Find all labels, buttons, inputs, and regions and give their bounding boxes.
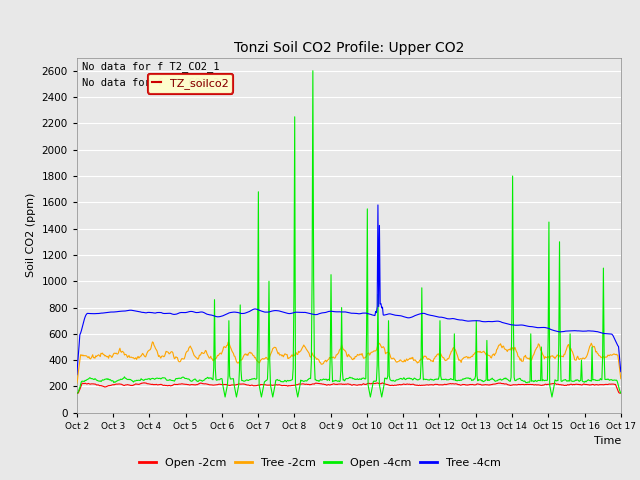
Tree -4cm (139, 310, 147, 315)
Tree -4cm (431, 313, 439, 319)
Tree -2cm (195, 355, 202, 361)
Tree -2cm (83, 353, 90, 359)
Tree -2cm (139, 350, 147, 356)
Y-axis label: Soil CO2 (ppm): Soil CO2 (ppm) (26, 193, 36, 277)
Tree -4cm (374, 202, 382, 208)
Tree -4cm (194, 310, 202, 315)
Line: Open -4cm: Open -4cm (77, 71, 621, 397)
Open -4cm (83, 377, 90, 383)
Tree -2cm (73, 381, 81, 386)
Tree -4cm (73, 372, 81, 378)
Open -2cm (140, 380, 148, 385)
Text: No data for f T2_CO2_1: No data for f T2_CO2_1 (82, 61, 220, 72)
Line: Open -2cm: Open -2cm (77, 383, 621, 393)
Tree -2cm (617, 376, 625, 382)
Open -4cm (309, 68, 317, 73)
Open -4cm (194, 379, 202, 384)
Open -4cm (221, 394, 229, 400)
Legend: TZ_soilco2: TZ_soilco2 (148, 74, 233, 94)
Tree -4cm (416, 311, 424, 317)
Tree -2cm (148, 339, 156, 345)
Open -4cm (417, 376, 424, 382)
Tree -4cm (617, 369, 625, 374)
Open -2cm (431, 382, 439, 387)
Tree -2cm (416, 357, 424, 363)
Tree -4cm (223, 311, 230, 317)
Open -4cm (433, 376, 440, 382)
Open -2cm (617, 390, 625, 396)
Open -4cm (617, 390, 625, 396)
Tree -2cm (223, 343, 231, 348)
Open -2cm (73, 390, 81, 396)
Open -2cm (416, 382, 424, 388)
Open -2cm (223, 382, 231, 388)
Legend: Open -2cm, Tree -2cm, Open -4cm, Tree -4cm: Open -2cm, Tree -2cm, Open -4cm, Tree -4… (135, 453, 505, 472)
Line: Tree -2cm: Tree -2cm (77, 342, 621, 384)
Line: Tree -4cm: Tree -4cm (77, 205, 621, 375)
Text: No data for f T2_CO2_2: No data for f T2_CO2_2 (82, 77, 220, 88)
Tree -4cm (83, 311, 90, 317)
Open -2cm (83, 381, 90, 387)
Open -4cm (139, 377, 147, 383)
Open -2cm (139, 380, 147, 386)
Open -4cm (73, 390, 81, 396)
Open -2cm (195, 381, 202, 387)
Title: Tonzi Soil CO2 Profile: Upper CO2: Tonzi Soil CO2 Profile: Upper CO2 (234, 41, 464, 55)
Open -4cm (223, 382, 231, 388)
Tree -2cm (431, 353, 439, 359)
X-axis label: Time: Time (593, 436, 621, 446)
